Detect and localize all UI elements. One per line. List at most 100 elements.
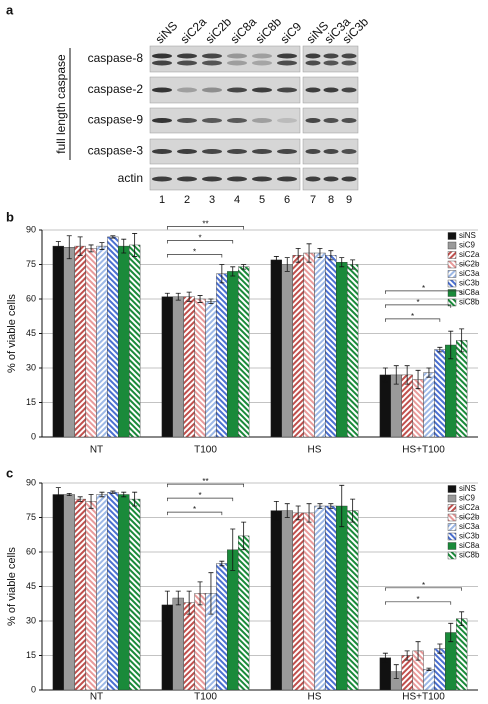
significance-bracket [385, 318, 441, 322]
error-bar [459, 328, 465, 353]
error-bar [415, 641, 421, 661]
error-bar [404, 365, 410, 385]
legend-label: siC2a [459, 250, 480, 259]
significance-label: * [422, 581, 425, 590]
significance-bracket [167, 483, 244, 488]
legend-label: siC2b [459, 513, 480, 522]
significance-label: * [193, 248, 196, 257]
significance-bracket [385, 601, 452, 605]
legend-swatch [447, 542, 457, 550]
blot-band [305, 53, 321, 59]
blot-band [202, 149, 222, 154]
bar [270, 259, 282, 438]
significance-label: * [416, 298, 419, 307]
error-bar [350, 259, 356, 270]
blot-band [177, 176, 197, 182]
legend-label: siC3a [459, 269, 480, 278]
bar [434, 648, 446, 691]
legend-swatch [447, 260, 457, 269]
blot-band [252, 176, 272, 182]
error-bar [241, 264, 247, 270]
lane-number: 6 [284, 194, 290, 206]
blot-band [152, 60, 172, 66]
bar [161, 296, 173, 438]
bar [85, 248, 97, 438]
blot-band [227, 118, 247, 123]
error-bar [99, 242, 105, 250]
legend-swatch [447, 504, 457, 512]
lane-number: 2 [184, 194, 190, 206]
error-bar [426, 367, 432, 378]
error-bar [66, 235, 72, 260]
error-bar [121, 491, 127, 498]
bar [325, 505, 337, 691]
bar [347, 510, 359, 691]
row-label: caspase-2 [88, 82, 144, 96]
significance-label: * [198, 234, 201, 243]
error-bar [175, 292, 181, 301]
bar [216, 563, 228, 691]
significance-bracket [167, 240, 234, 244]
blot-band [323, 118, 339, 123]
error-bar [164, 292, 170, 301]
lane-number: 9 [346, 194, 352, 206]
error-bar [230, 266, 236, 277]
lane-label: siC8a [227, 15, 259, 47]
error-bar [328, 503, 334, 509]
legend-swatch [447, 523, 457, 531]
error-bar [77, 496, 83, 502]
error-bar [55, 241, 61, 252]
significance-label: * [422, 284, 425, 293]
error-bar [295, 505, 301, 521]
error-bar [306, 503, 312, 523]
error-bar [186, 590, 192, 615]
x-tick-label: T100 [194, 445, 217, 456]
blot-band [341, 118, 357, 123]
bar [379, 374, 391, 438]
bar [172, 597, 184, 691]
blot-band [341, 176, 357, 182]
blot-band [177, 118, 197, 123]
error-bar [175, 590, 181, 606]
error-bar [317, 248, 323, 258]
error-bar [132, 233, 138, 257]
blot-band [305, 149, 321, 154]
lane-number: 4 [234, 194, 240, 206]
blot-band [323, 60, 339, 66]
blot-band [252, 118, 272, 123]
legend-swatch [447, 270, 457, 278]
legend-label: siNS [459, 231, 476, 240]
bar [194, 298, 206, 438]
y-tick-label: 30 [26, 362, 36, 372]
error-bar [219, 264, 225, 284]
error-bar [284, 257, 290, 272]
blot-band [202, 87, 222, 93]
y-tick-label: 60 [26, 546, 36, 556]
bar [456, 618, 468, 691]
y-tick-label: 15 [26, 397, 36, 407]
y-tick-label: 30 [26, 615, 36, 625]
lane-label: siC8b [252, 15, 284, 47]
bar [292, 512, 304, 691]
blot-band [305, 118, 321, 123]
error-bar [448, 330, 454, 360]
blot-band [323, 53, 339, 59]
blot-band [323, 176, 339, 182]
bar [74, 498, 86, 691]
significance-label: ** [202, 477, 208, 486]
blot-band [177, 53, 197, 59]
blot-band [202, 118, 222, 123]
error-bar [306, 243, 312, 263]
significance-bracket [385, 304, 452, 308]
blot-band [277, 60, 297, 66]
bar [183, 296, 195, 438]
bar [85, 501, 97, 691]
error-bar [230, 528, 236, 571]
legend-label: siC8b [459, 298, 480, 307]
blot-band [252, 53, 272, 59]
blot-strip [302, 45, 359, 73]
error-bar [404, 650, 410, 661]
legend-swatch [447, 551, 457, 560]
